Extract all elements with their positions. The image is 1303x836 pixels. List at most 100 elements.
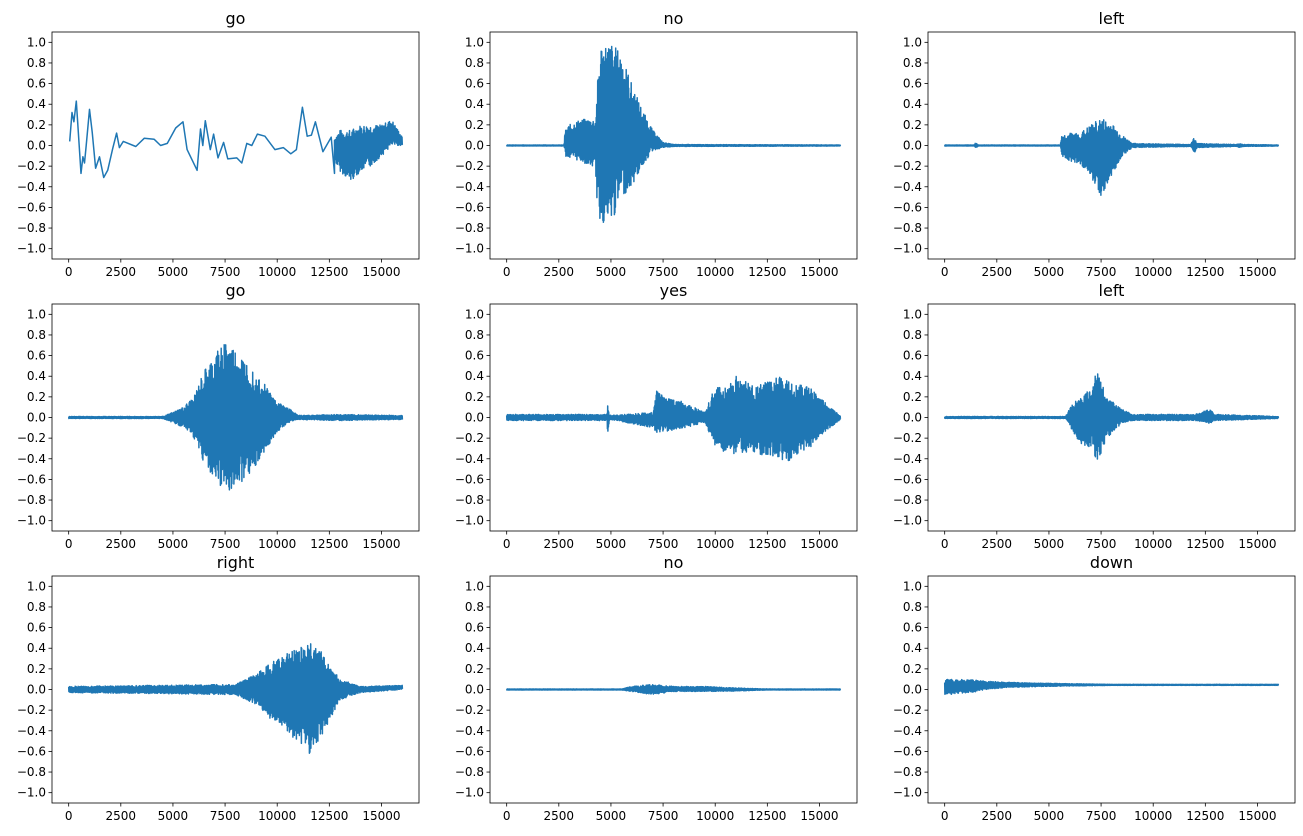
y-tick-label: −0.6 bbox=[893, 472, 922, 486]
x-tick-label: 0 bbox=[65, 809, 73, 823]
waveform-line bbox=[943, 678, 1280, 696]
y-tick-label: −0.8 bbox=[893, 221, 922, 235]
y-tick-label: 0.8 bbox=[465, 56, 484, 70]
x-tick-label: 5000 bbox=[596, 809, 627, 823]
y-tick-label: 0.2 bbox=[465, 662, 484, 676]
y-tick-label: −0.4 bbox=[893, 180, 922, 194]
y-tick-label: 1.0 bbox=[903, 35, 922, 49]
x-tick-label: 0 bbox=[65, 537, 73, 551]
y-tick-label: −0.8 bbox=[455, 765, 484, 779]
y-tick-label: −0.6 bbox=[17, 472, 46, 486]
y-tick-label: −0.6 bbox=[893, 744, 922, 758]
x-tick-label: 12500 bbox=[1186, 537, 1224, 551]
x-tick-label: 5000 bbox=[158, 537, 189, 551]
y-tick-label: 0.4 bbox=[903, 97, 922, 111]
y-tick-label: 0.6 bbox=[465, 77, 484, 91]
y-tick-label: 0.4 bbox=[903, 369, 922, 383]
x-tick-label: 12500 bbox=[1186, 809, 1224, 823]
x-tick-label: 15000 bbox=[1238, 537, 1276, 551]
x-tick-label: 15000 bbox=[362, 265, 400, 279]
y-tick-label: 1.0 bbox=[465, 307, 484, 321]
y-tick-label: 0.8 bbox=[27, 328, 46, 342]
subplot-9: down 0 2500 5000 7500 10000 12500 15000 1.0 0.8 0.… bbox=[893, 553, 1296, 823]
x-tick-label: 10000 bbox=[696, 809, 734, 823]
x-tick-label: 5000 bbox=[596, 265, 627, 279]
y-tick-label: −1.0 bbox=[455, 786, 484, 800]
y-tick-label: −0.4 bbox=[893, 724, 922, 738]
x-tick-label: 2500 bbox=[982, 809, 1013, 823]
y-tick-label: 1.0 bbox=[27, 307, 46, 321]
waveform-line bbox=[505, 45, 842, 223]
y-tick-label: 0.4 bbox=[27, 97, 46, 111]
y-tick-label: 0.0 bbox=[465, 411, 484, 425]
x-tick-label: 10000 bbox=[258, 265, 296, 279]
x-tick-label: 0 bbox=[503, 809, 511, 823]
y-tick-label: 0.0 bbox=[903, 683, 922, 697]
y-tick-label: 0.0 bbox=[27, 139, 46, 153]
x-tick-label: 2500 bbox=[106, 809, 137, 823]
x-tick-label: 15000 bbox=[800, 265, 838, 279]
y-tick-label: −0.8 bbox=[17, 493, 46, 507]
x-tick-label: 12500 bbox=[748, 809, 786, 823]
y-tick-label: 1.0 bbox=[465, 35, 484, 49]
y-tick-label: 0.8 bbox=[903, 600, 922, 614]
y-tick-label: 0.0 bbox=[465, 139, 484, 153]
y-tick-label: −0.4 bbox=[455, 180, 484, 194]
y-tick-label: 1.0 bbox=[27, 579, 46, 593]
y-tick-label: −0.8 bbox=[17, 221, 46, 235]
x-tick-label: 5000 bbox=[1034, 809, 1065, 823]
x-tick-label: 10000 bbox=[696, 265, 734, 279]
y-tick-label: 0.8 bbox=[27, 600, 46, 614]
y-tick-label: −0.2 bbox=[893, 703, 922, 717]
x-tick-label: 5000 bbox=[1034, 537, 1065, 551]
y-tick-label: 0.6 bbox=[903, 621, 922, 635]
x-tick-label: 15000 bbox=[1238, 809, 1276, 823]
y-tick-label: 0.8 bbox=[27, 56, 46, 70]
subplot-title: go bbox=[226, 281, 246, 300]
x-tick-label: 7500 bbox=[648, 809, 679, 823]
y-tick-label: 0.6 bbox=[465, 349, 484, 363]
subplot-title: yes bbox=[660, 281, 688, 300]
x-tick-label: 5000 bbox=[158, 265, 189, 279]
subplot-6: left 0 2500 5000 7500 10000 12500 15000 1.0 0.8 0.… bbox=[893, 281, 1296, 551]
waveform-line bbox=[68, 100, 404, 180]
x-tick-label: 7500 bbox=[210, 809, 241, 823]
x-tick-label: 5000 bbox=[1034, 265, 1065, 279]
subplot-title: no bbox=[664, 553, 684, 572]
subplot-1: go 0 2500 5000 7500 10000 12500 15000 1.0 0.8 0.6 0… bbox=[17, 9, 420, 279]
x-tick-label: 15000 bbox=[800, 537, 838, 551]
y-tick-label: −0.6 bbox=[893, 200, 922, 214]
y-tick-label: 1.0 bbox=[27, 35, 46, 49]
x-tick-label: 0 bbox=[941, 265, 949, 279]
waveform-line bbox=[67, 343, 404, 491]
subplot-title: left bbox=[1099, 9, 1125, 28]
y-tick-label: 0.4 bbox=[465, 97, 484, 111]
y-tick-label: −1.0 bbox=[17, 242, 46, 256]
y-tick-label: −0.4 bbox=[455, 452, 484, 466]
waveform-line bbox=[67, 643, 404, 755]
y-tick-label: 1.0 bbox=[903, 579, 922, 593]
x-tick-label: 2500 bbox=[544, 265, 575, 279]
waveform-line bbox=[505, 684, 842, 695]
x-tick-label: 5000 bbox=[158, 809, 189, 823]
y-tick-label: 0.4 bbox=[27, 641, 46, 655]
x-tick-label: 2500 bbox=[982, 537, 1013, 551]
y-tick-label: 0.2 bbox=[27, 118, 46, 132]
y-tick-label: 0.6 bbox=[27, 621, 46, 635]
x-tick-label: 12500 bbox=[310, 265, 348, 279]
y-tick-label: −0.2 bbox=[455, 703, 484, 717]
y-tick-label: 0.2 bbox=[27, 390, 46, 404]
x-tick-label: 2500 bbox=[982, 265, 1013, 279]
x-tick-label: 15000 bbox=[362, 537, 400, 551]
x-tick-label: 7500 bbox=[1086, 265, 1117, 279]
y-tick-label: 0.8 bbox=[465, 600, 484, 614]
y-tick-label: 0.6 bbox=[903, 349, 922, 363]
y-tick-label: 0.0 bbox=[465, 683, 484, 697]
y-tick-label: 0.2 bbox=[903, 118, 922, 132]
x-tick-label: 12500 bbox=[748, 265, 786, 279]
y-tick-label: −0.4 bbox=[893, 452, 922, 466]
y-tick-label: −0.6 bbox=[17, 744, 46, 758]
y-tick-label: −0.2 bbox=[17, 431, 46, 445]
y-tick-label: −0.4 bbox=[17, 452, 46, 466]
subplot-title: right bbox=[217, 553, 255, 572]
